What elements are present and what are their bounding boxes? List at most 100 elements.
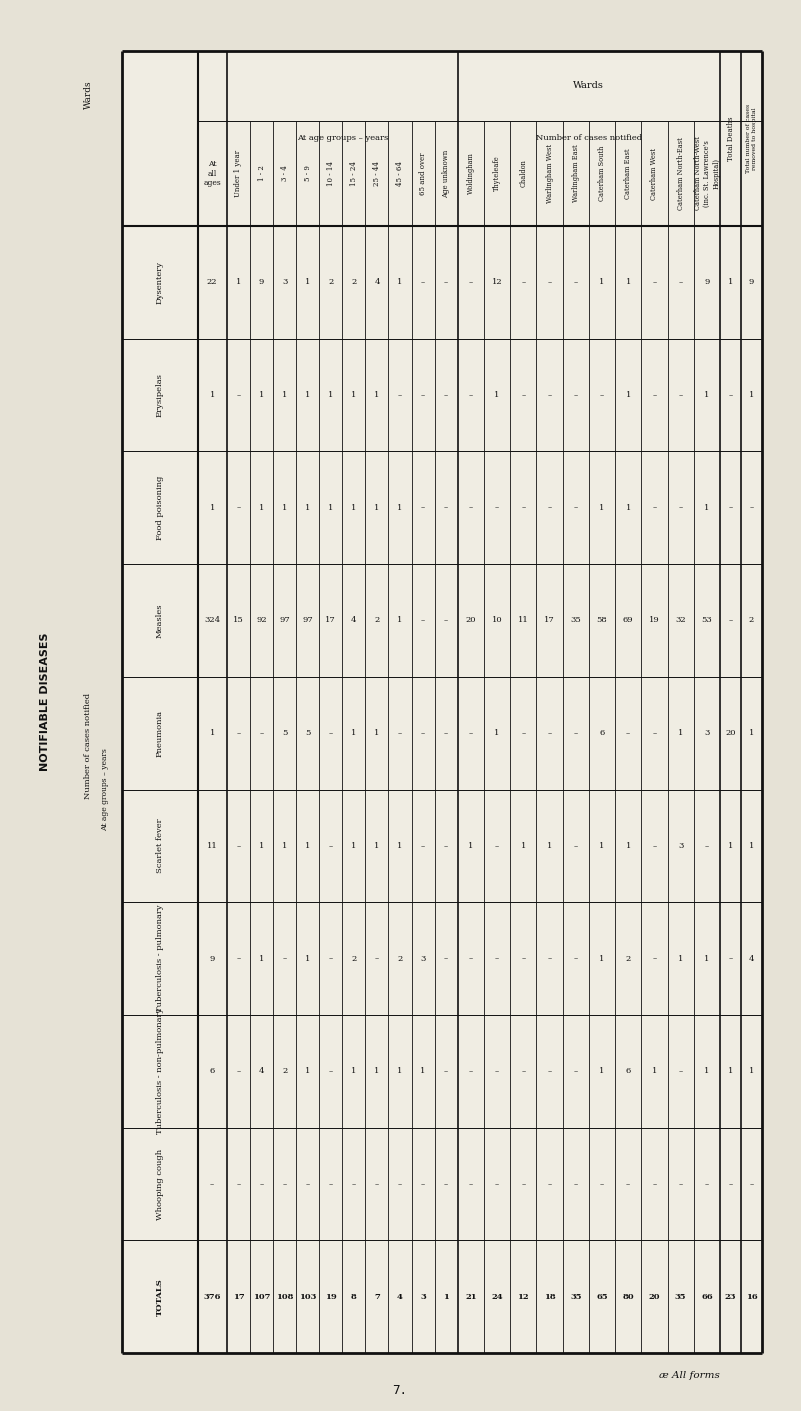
Text: 1: 1 xyxy=(328,504,333,512)
Text: 7: 7 xyxy=(374,1292,380,1301)
Text: –: – xyxy=(678,1067,682,1075)
Text: –: – xyxy=(728,955,733,962)
Text: Thyteleafe: Thyteleafe xyxy=(493,155,501,192)
Text: 1: 1 xyxy=(521,842,526,849)
Text: –: – xyxy=(652,955,657,962)
Text: 1: 1 xyxy=(374,391,380,399)
Text: –: – xyxy=(652,729,657,737)
Text: 9: 9 xyxy=(749,278,755,286)
Text: –: – xyxy=(444,1067,449,1075)
Text: 1: 1 xyxy=(749,729,755,737)
Text: –: – xyxy=(421,729,425,737)
Text: –: – xyxy=(444,1180,449,1188)
Text: 1: 1 xyxy=(599,504,605,512)
Text: 69: 69 xyxy=(623,617,634,625)
Text: –: – xyxy=(375,955,379,962)
Text: 20: 20 xyxy=(649,1292,660,1301)
Text: –: – xyxy=(421,278,425,286)
Text: –: – xyxy=(398,391,402,399)
Text: Whooping cough: Whooping cough xyxy=(155,1149,163,1219)
Text: 1: 1 xyxy=(599,955,605,962)
Text: –: – xyxy=(574,504,578,512)
Text: 20: 20 xyxy=(725,729,736,737)
Text: –: – xyxy=(547,1067,552,1075)
Text: Caterham South: Caterham South xyxy=(598,145,606,202)
Text: 1: 1 xyxy=(599,842,605,849)
Text: –: – xyxy=(236,504,240,512)
Text: –: – xyxy=(652,278,657,286)
Text: Total Deaths: Total Deaths xyxy=(727,116,735,161)
Text: 1: 1 xyxy=(626,278,631,286)
Text: –: – xyxy=(652,504,657,512)
Text: –: – xyxy=(750,504,754,512)
Text: 1: 1 xyxy=(728,842,733,849)
Text: 1: 1 xyxy=(351,1067,356,1075)
Text: 97: 97 xyxy=(302,617,313,625)
Text: 24: 24 xyxy=(491,1292,503,1301)
Text: 66: 66 xyxy=(701,1292,713,1301)
Text: 1: 1 xyxy=(704,955,710,962)
Text: –: – xyxy=(574,842,578,849)
Text: 1: 1 xyxy=(305,1067,311,1075)
Text: 2: 2 xyxy=(352,278,356,286)
Text: 6: 6 xyxy=(626,1067,631,1075)
Text: 80: 80 xyxy=(622,1292,634,1301)
Text: –: – xyxy=(444,278,449,286)
Text: –: – xyxy=(495,504,499,512)
Text: 12: 12 xyxy=(517,1292,529,1301)
Text: 1: 1 xyxy=(494,391,500,399)
Text: –: – xyxy=(574,278,578,286)
Text: –: – xyxy=(444,391,449,399)
Text: TOTALS: TOTALS xyxy=(155,1278,163,1315)
Text: 1: 1 xyxy=(374,504,380,512)
Text: 1: 1 xyxy=(626,391,631,399)
Text: –: – xyxy=(705,842,709,849)
Text: –: – xyxy=(305,1180,310,1188)
Text: 1: 1 xyxy=(351,504,356,512)
Text: 1: 1 xyxy=(421,1067,426,1075)
Text: –: – xyxy=(398,1180,402,1188)
Text: At age groups – years: At age groups – years xyxy=(296,134,388,143)
Text: 17: 17 xyxy=(544,617,555,625)
Text: –: – xyxy=(521,1180,525,1188)
Text: 1: 1 xyxy=(210,504,215,512)
Text: At age groups – years: At age groups – years xyxy=(101,748,109,831)
Text: –: – xyxy=(421,391,425,399)
Text: Caterham West: Caterham West xyxy=(650,148,658,199)
Text: –: – xyxy=(626,1180,630,1188)
Text: 5: 5 xyxy=(305,729,311,737)
Text: 1: 1 xyxy=(397,617,403,625)
Text: –: – xyxy=(678,1180,682,1188)
Text: 1: 1 xyxy=(282,504,288,512)
Text: –: – xyxy=(469,955,473,962)
Text: 9: 9 xyxy=(210,955,215,962)
Text: 45 - 64: 45 - 64 xyxy=(396,161,404,186)
Text: 1: 1 xyxy=(305,278,311,286)
Text: –: – xyxy=(547,504,552,512)
Text: –: – xyxy=(283,1180,287,1188)
Text: –: – xyxy=(421,504,425,512)
Text: 1: 1 xyxy=(494,729,500,737)
Text: 324: 324 xyxy=(204,617,220,625)
Text: 1: 1 xyxy=(305,842,311,849)
Text: –: – xyxy=(444,842,449,849)
Text: Warlingham West: Warlingham West xyxy=(545,144,553,203)
Text: 4: 4 xyxy=(351,617,356,625)
Text: –: – xyxy=(652,391,657,399)
Text: 1: 1 xyxy=(259,391,264,399)
Text: –: – xyxy=(328,955,333,962)
Text: –: – xyxy=(495,1180,499,1188)
Text: –: – xyxy=(728,617,733,625)
Text: 3: 3 xyxy=(704,729,710,737)
Text: 1: 1 xyxy=(599,278,605,286)
Text: –: – xyxy=(236,955,240,962)
Text: 35: 35 xyxy=(570,1292,582,1301)
Text: NOTIFIABLE DISEASES: NOTIFIABLE DISEASES xyxy=(40,632,50,772)
Text: 1: 1 xyxy=(547,842,552,849)
Text: 1: 1 xyxy=(259,842,264,849)
Text: 3: 3 xyxy=(421,1292,426,1301)
Text: 1: 1 xyxy=(235,278,241,286)
Text: Total number of cases
removed to hospital: Total number of cases removed to hospita… xyxy=(746,104,757,174)
Text: –: – xyxy=(328,1180,333,1188)
Text: 15: 15 xyxy=(233,617,244,625)
